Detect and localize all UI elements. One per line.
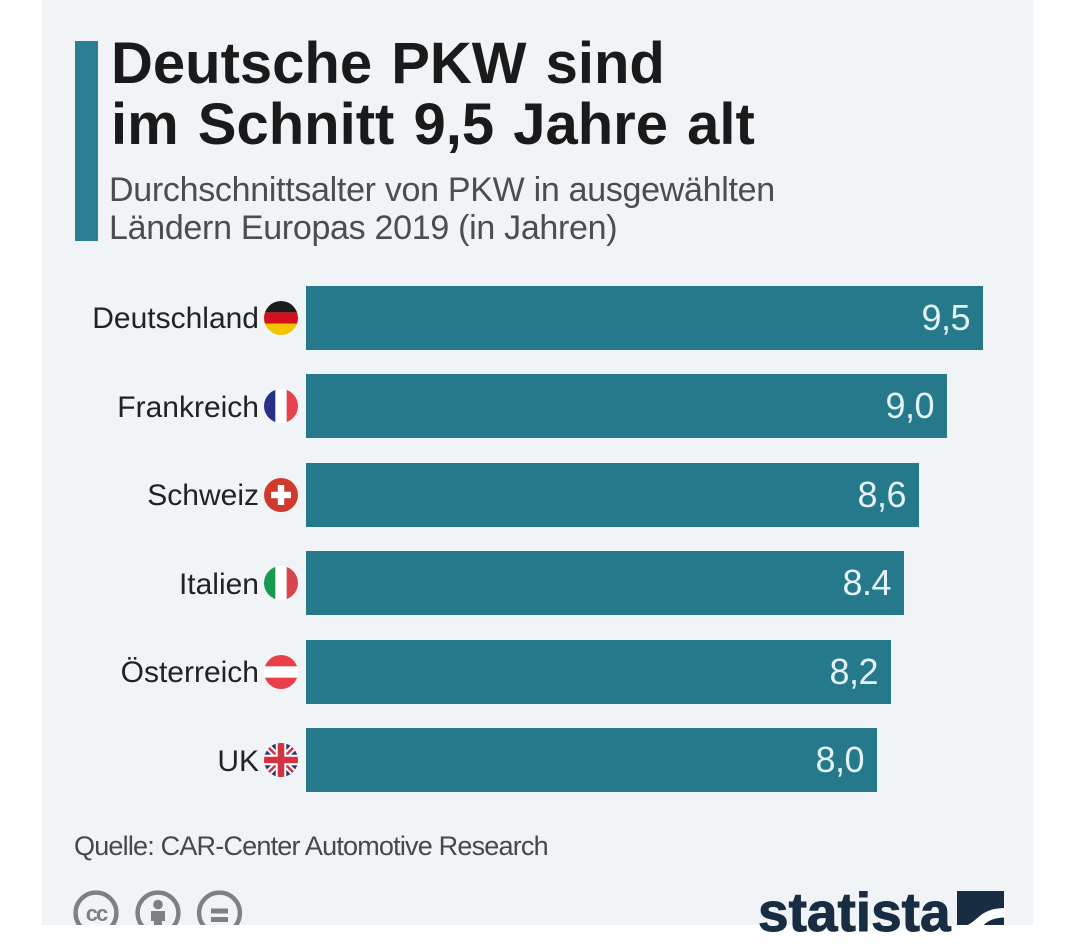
svg-text:cc: cc [86, 901, 108, 925]
